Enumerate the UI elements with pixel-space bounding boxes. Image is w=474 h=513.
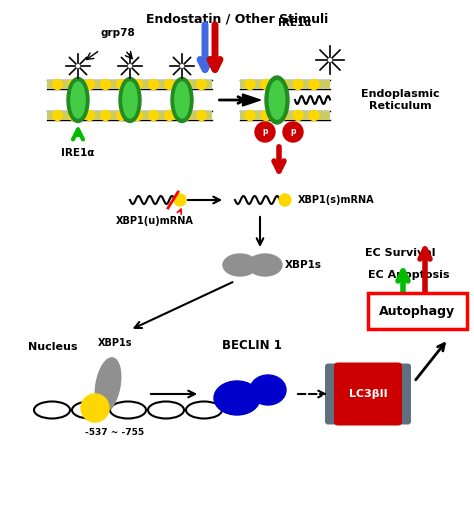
Polygon shape <box>243 94 261 106</box>
Ellipse shape <box>265 76 289 124</box>
Circle shape <box>181 80 191 89</box>
Circle shape <box>69 80 79 89</box>
Text: Autophagy: Autophagy <box>380 305 456 318</box>
Ellipse shape <box>269 81 285 119</box>
Ellipse shape <box>175 82 189 118</box>
Circle shape <box>309 80 319 89</box>
Circle shape <box>261 110 271 121</box>
Circle shape <box>69 110 79 121</box>
Text: EC Apoptosis: EC Apoptosis <box>368 270 450 280</box>
FancyBboxPatch shape <box>368 293 467 329</box>
Circle shape <box>148 110 158 121</box>
Ellipse shape <box>67 77 89 123</box>
Circle shape <box>53 110 63 121</box>
Text: LC3βII: LC3βII <box>349 389 387 399</box>
Text: IRE1α: IRE1α <box>61 148 95 158</box>
Circle shape <box>245 110 255 121</box>
Ellipse shape <box>119 77 141 123</box>
Circle shape <box>164 80 174 89</box>
Circle shape <box>53 80 63 89</box>
Bar <box>47 80 212 89</box>
Text: IRE1α: IRE1α <box>278 18 312 28</box>
FancyBboxPatch shape <box>334 363 402 425</box>
Text: p: p <box>262 128 268 136</box>
Circle shape <box>84 110 94 121</box>
Text: XBP1(u)mRNA: XBP1(u)mRNA <box>116 216 194 226</box>
Text: Endoplasmic
Reticulum: Endoplasmic Reticulum <box>361 89 439 111</box>
Circle shape <box>174 194 186 206</box>
Circle shape <box>81 394 109 422</box>
Ellipse shape <box>71 82 85 118</box>
Circle shape <box>277 80 287 89</box>
Text: XBP1s: XBP1s <box>98 338 132 348</box>
Circle shape <box>293 80 303 89</box>
Text: XBP1s: XBP1s <box>285 260 322 270</box>
Circle shape <box>283 122 303 142</box>
Circle shape <box>148 80 158 89</box>
Circle shape <box>293 110 303 121</box>
Circle shape <box>133 110 143 121</box>
Circle shape <box>164 110 174 121</box>
Circle shape <box>100 80 110 89</box>
Circle shape <box>100 110 110 121</box>
Circle shape <box>117 110 127 121</box>
FancyBboxPatch shape <box>325 364 343 424</box>
Text: Nucleus: Nucleus <box>28 342 78 352</box>
Text: -537 ~ -755: -537 ~ -755 <box>85 428 145 437</box>
FancyBboxPatch shape <box>393 364 411 424</box>
Circle shape <box>261 80 271 89</box>
Bar <box>47 111 212 120</box>
Ellipse shape <box>223 254 257 276</box>
Text: XBP1(s)mRNA: XBP1(s)mRNA <box>298 195 374 205</box>
Text: Endostatin / Other Stimuli: Endostatin / Other Stimuli <box>146 12 328 25</box>
Ellipse shape <box>250 375 286 405</box>
Circle shape <box>84 80 94 89</box>
Circle shape <box>279 194 291 206</box>
Ellipse shape <box>248 254 282 276</box>
Circle shape <box>181 110 191 121</box>
Circle shape <box>117 80 127 89</box>
Bar <box>240 111 330 120</box>
Circle shape <box>197 80 207 89</box>
Ellipse shape <box>123 82 137 118</box>
Circle shape <box>245 80 255 89</box>
Circle shape <box>277 110 287 121</box>
Bar <box>240 80 330 89</box>
Circle shape <box>255 122 275 142</box>
Text: grp78: grp78 <box>100 28 136 38</box>
Circle shape <box>133 80 143 89</box>
Ellipse shape <box>214 381 260 415</box>
Text: BECLIN 1: BECLIN 1 <box>222 339 282 352</box>
Circle shape <box>197 110 207 121</box>
Circle shape <box>309 110 319 121</box>
Text: EC Survival: EC Survival <box>365 248 435 258</box>
Ellipse shape <box>95 358 121 412</box>
Ellipse shape <box>171 77 193 123</box>
Text: p: p <box>290 128 296 136</box>
